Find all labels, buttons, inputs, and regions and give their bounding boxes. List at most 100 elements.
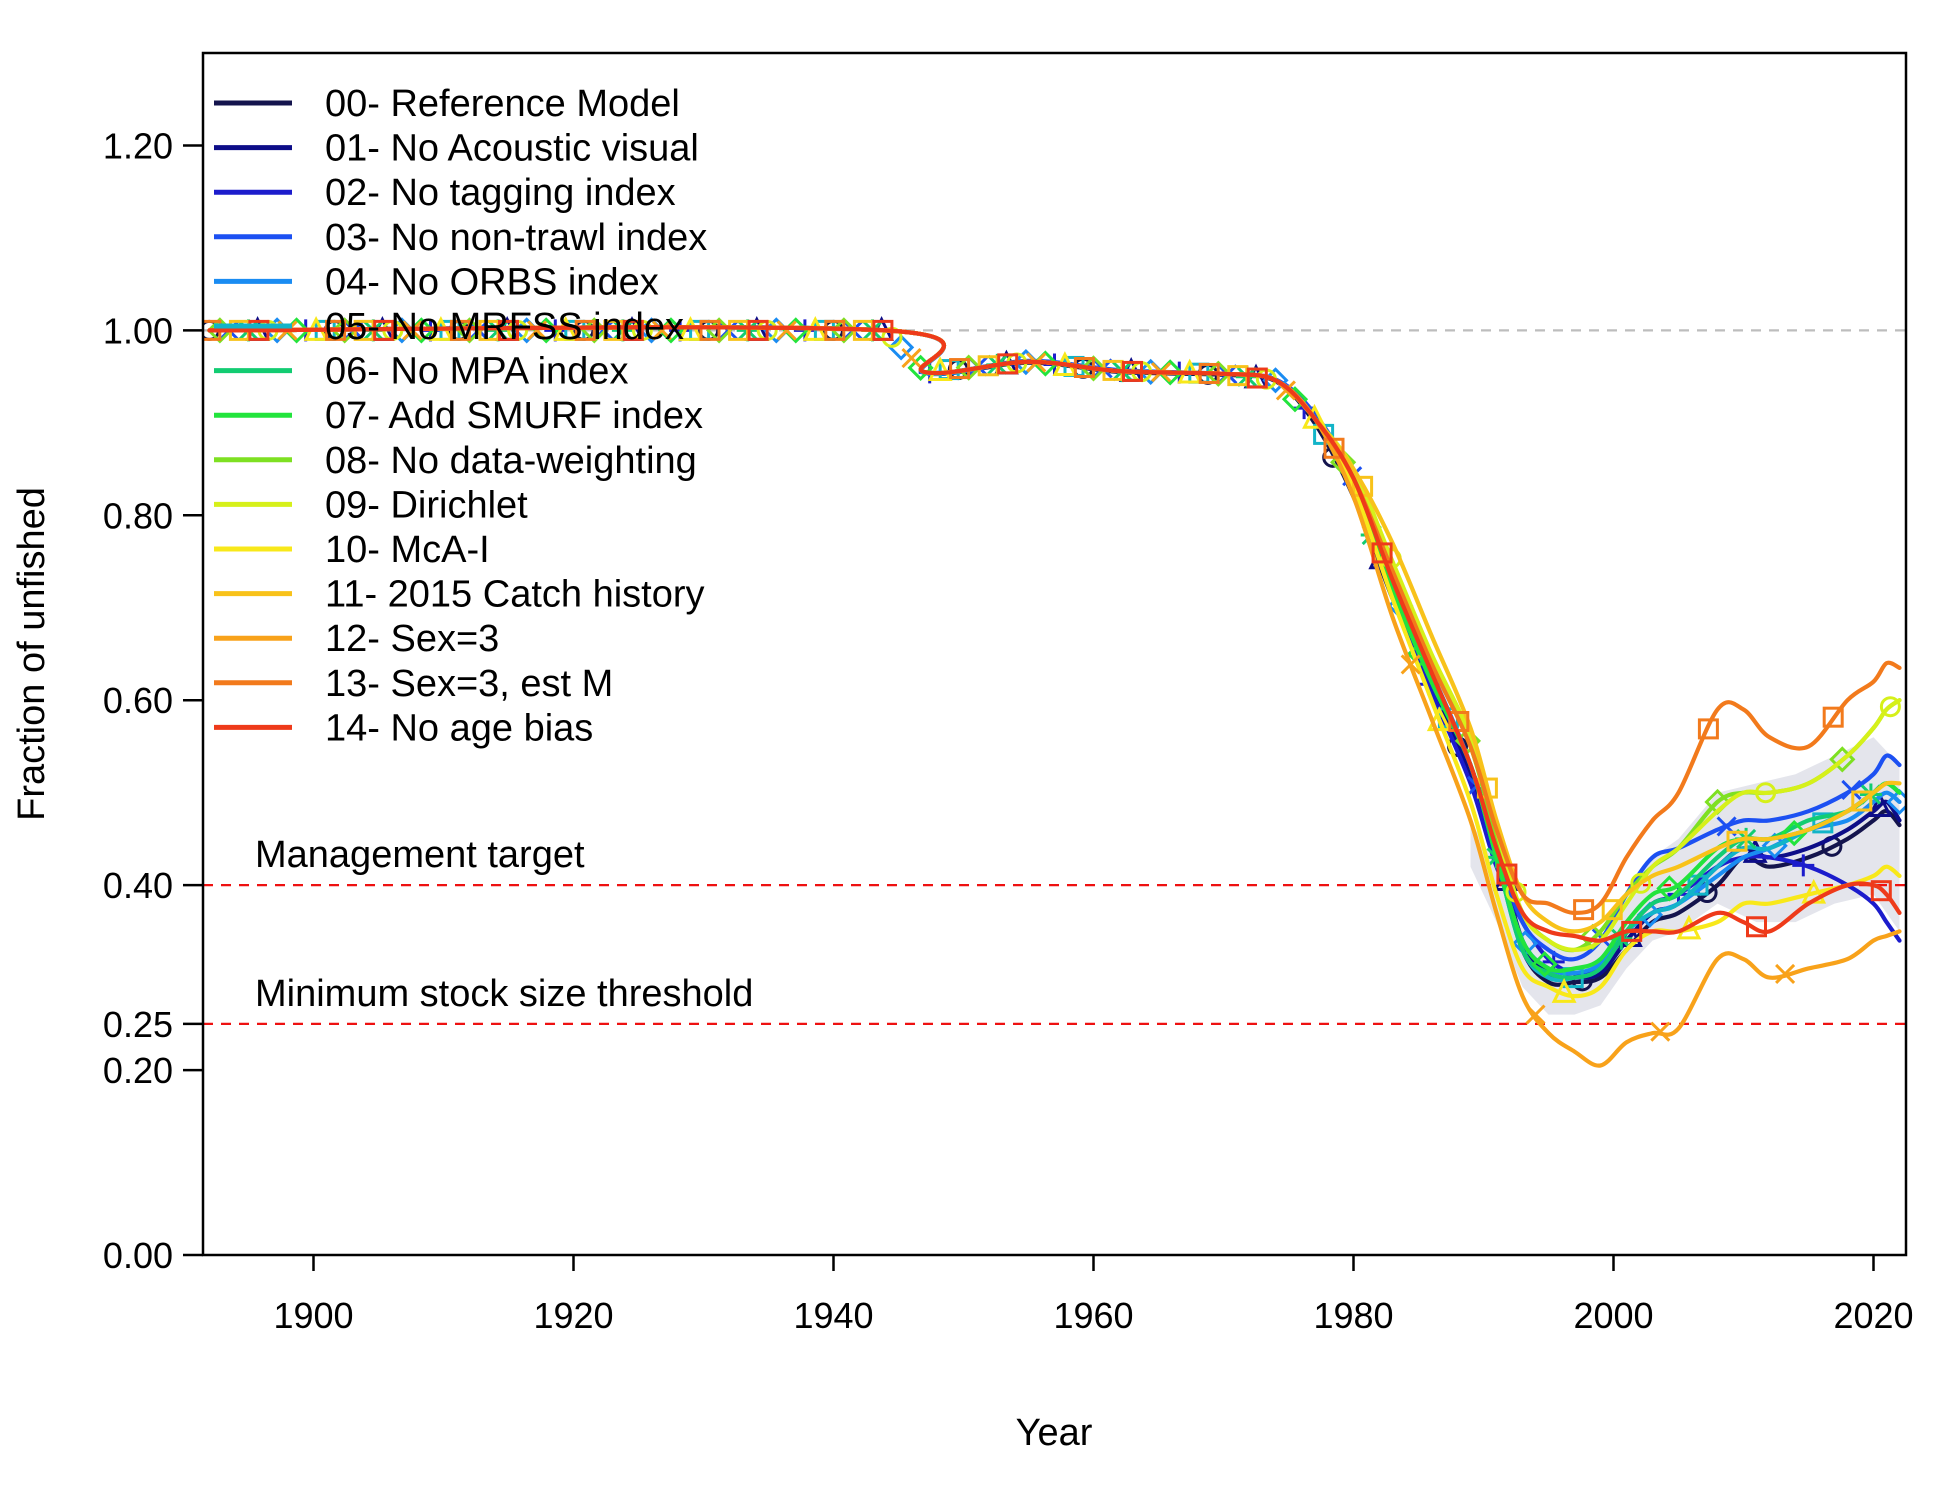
uncertainty-band-layer: [1470, 737, 1900, 1015]
y-tick-label: 1.20: [103, 125, 173, 166]
series-14-marker: [1371, 542, 1393, 564]
series-10-marker: [927, 356, 953, 381]
legend-label: 04- No ORBS index: [325, 261, 659, 303]
series-12-marker: [1650, 1021, 1671, 1042]
series-12-marker: [1400, 654, 1421, 675]
series-04-marker: [887, 334, 915, 361]
series-03-marker: [1841, 779, 1862, 800]
series-11-marker: [1601, 899, 1623, 921]
legend-entry: 10- McA-I: [214, 529, 490, 571]
legend-label: 10- McA-I: [325, 529, 490, 571]
legend-entry: 11- 2015 Catch history: [214, 574, 705, 616]
series-08-marker: [1080, 355, 1107, 382]
series-12-marker: [1775, 963, 1796, 984]
x-tick-label: 2000: [1573, 1295, 1653, 1336]
series-08-marker: [331, 317, 358, 344]
series-07-marker: [1656, 875, 1683, 902]
series-13-marker: [1822, 706, 1844, 728]
legend-label: 00- Reference Model: [325, 83, 680, 125]
series-14: [207, 319, 1902, 943]
series-14-marker: [997, 353, 1019, 375]
series-12-marker: [1525, 1004, 1546, 1025]
uncertainty-band: [1470, 737, 1900, 1015]
x-tick-label: 1900: [273, 1295, 353, 1336]
legend-entry: 00- Reference Model: [214, 83, 680, 125]
reference-line-layer: Management target Minimum stock size thre…: [203, 329, 1906, 1025]
y-tick-label: 0.80: [103, 495, 173, 536]
series-10-marker: [1302, 403, 1327, 429]
legend-entry: 02- No tagging index: [214, 172, 676, 214]
legend-entry: 04- No ORBS index: [214, 261, 659, 303]
series-14-line: [207, 325, 1902, 943]
series-14-marker: [1621, 920, 1643, 942]
series-13-marker: [1323, 437, 1345, 459]
y-tick-label: 0.20: [103, 1050, 173, 1091]
series-10-marker: [1551, 978, 1577, 1003]
series-07-marker: [1781, 819, 1808, 847]
series-11-marker: [1851, 790, 1873, 812]
series-14-marker: [1246, 367, 1268, 389]
series-14-marker: [248, 319, 270, 341]
series-09-marker: [1755, 782, 1777, 804]
series-14-marker: [622, 319, 644, 341]
legend-entry: 03- No non-trawl index: [214, 217, 707, 259]
x-tick-label: 1920: [533, 1295, 613, 1336]
series-14-marker: [872, 319, 894, 341]
legend-label: 12- Sex=3: [325, 618, 499, 660]
y-tick-label: 1.00: [103, 310, 173, 351]
legend-label: 11- 2015 Catch history: [325, 574, 705, 616]
series-13-marker: [1697, 718, 1719, 740]
series-13-marker: [1573, 899, 1595, 921]
series-10-marker: [1426, 706, 1452, 732]
management-target-label: Management target: [255, 834, 585, 876]
series-12-marker: [527, 320, 548, 341]
legend-entry: 14- No age bias: [214, 707, 593, 749]
legend-entry: 07- Add SMURF index: [214, 395, 703, 437]
legend-label: 13- Sex=3, est M: [325, 663, 613, 705]
series-12-marker: [776, 320, 797, 341]
series-09-marker: [1879, 696, 1901, 718]
series-14-marker: [1746, 916, 1767, 938]
series-04-marker: [1886, 788, 1906, 816]
legend-label: 09- Dirichlet: [325, 484, 528, 526]
y-tick-label: 0.00: [103, 1235, 173, 1276]
legend-label: 02- No tagging index: [325, 172, 676, 214]
legend-label: 06- No MPA index: [325, 351, 628, 393]
x-tick-label: 2020: [1833, 1295, 1913, 1336]
series-layer: [203, 316, 1906, 1068]
series-09-marker: [1630, 872, 1652, 894]
minimum-stock-size-threshold-label: Minimum stock size threshold: [255, 973, 753, 1015]
series-14-marker: [373, 319, 395, 341]
legend-entry: 12- Sex=3: [214, 618, 499, 660]
x-tick-label: 1940: [793, 1295, 873, 1336]
series-12-marker: [901, 348, 922, 369]
series-14-marker: [747, 319, 769, 341]
legend-entry: 05- No MRFSS index: [214, 306, 684, 348]
x-tick-label: 1960: [1053, 1295, 1133, 1336]
series-13-marker: [574, 319, 596, 341]
y-tick-label: 0.25: [103, 1004, 173, 1045]
series-11-marker: [1726, 830, 1748, 852]
legend-entry: 08- No data-weighting: [214, 440, 697, 482]
legend-label: 03- No non-trawl index: [325, 217, 707, 259]
series-12-marker: [651, 320, 672, 341]
legend-label: 08- No data-weighting: [325, 440, 697, 482]
legend-label: 01- No Acoustic visual: [325, 128, 699, 170]
y-tick-label: 0.40: [103, 865, 173, 906]
legend-entry: 01- No Acoustic visual: [214, 128, 699, 170]
legend-entry: 09- Dirichlet: [214, 484, 528, 526]
y-tick-label: 0.60: [103, 680, 173, 721]
series-01-marker: [1867, 792, 1893, 818]
legend-entry: 06- No MPA index: [214, 351, 628, 393]
series-07-marker: [1531, 951, 1558, 978]
series-07-marker: [1281, 386, 1309, 413]
x-axis-title: Year: [1016, 1412, 1093, 1454]
legend-entry: 13- Sex=3, est M: [214, 663, 613, 705]
x-tick-label: 1980: [1313, 1295, 1393, 1336]
series-14-marker: [1870, 880, 1892, 902]
series-14-marker: [1496, 863, 1518, 885]
series-14-marker: [498, 319, 519, 341]
